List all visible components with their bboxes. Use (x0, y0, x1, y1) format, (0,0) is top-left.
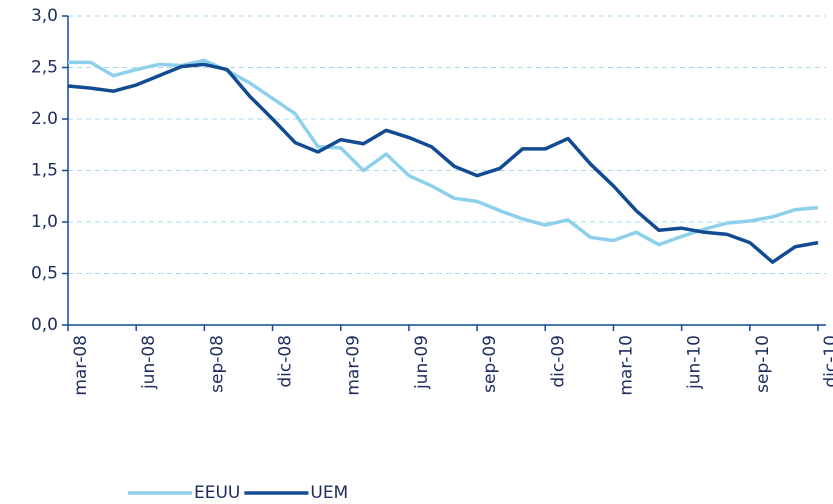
x-tick-label: sep-09 (480, 335, 500, 393)
x-tick-label: mar-08 (71, 335, 91, 396)
x-tick-label: jun-08 (139, 335, 159, 390)
x-tick-label: dic-10 (821, 335, 833, 388)
x-tick-label: jun-10 (685, 335, 705, 390)
x-tick-label: jun-09 (412, 335, 432, 390)
x-tick-label: sep-10 (753, 335, 773, 393)
legend-label: UEM (310, 483, 348, 503)
legend-label: EEUU (194, 483, 240, 503)
y-tick-label: 1,0 (31, 212, 58, 232)
data-line (67, 62, 819, 264)
y-tick-label: 0,5 (31, 264, 58, 284)
y-tick-label: 2,5 (31, 58, 58, 78)
x-tick-label: dic-08 (276, 335, 296, 388)
y-tick-label: 0,0 (31, 315, 58, 335)
x-tick-label: dic-09 (548, 335, 568, 388)
x-tick-label: mar-09 (344, 335, 364, 396)
data-line (68, 58, 819, 247)
y-tick-label: 3,0 (31, 6, 58, 26)
x-tick-label: sep-08 (207, 335, 227, 393)
y-tick-label: 2.0 (31, 109, 58, 129)
x-tick-label: mar-10 (616, 335, 636, 396)
y-tick-label: 1,5 (31, 161, 58, 181)
